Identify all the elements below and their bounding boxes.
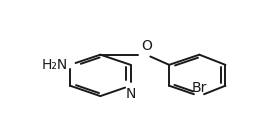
Text: N: N xyxy=(125,87,136,101)
Text: Br: Br xyxy=(192,81,207,95)
Text: O: O xyxy=(141,39,152,53)
Text: H₂N: H₂N xyxy=(42,58,68,72)
